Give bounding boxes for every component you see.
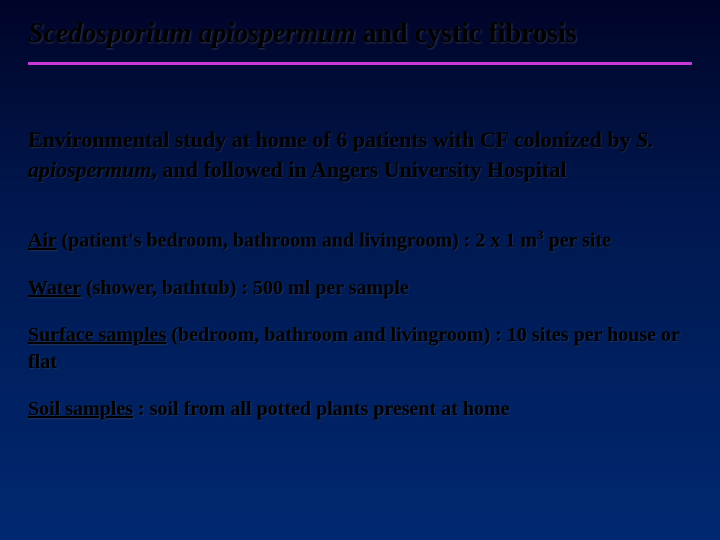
soil-text: : soil from all potted plants present at… xyxy=(133,398,509,420)
title-italic: Scedosporium apiospermum xyxy=(28,18,355,49)
air-text-after: per site xyxy=(544,230,611,252)
water-label: Water xyxy=(28,277,81,299)
item-water: Water (shower, bathtub) : 500 ml per sam… xyxy=(28,275,692,302)
slide-title: Scedosporium apiospermum and cystic fibr… xyxy=(28,18,692,50)
item-air: Air (patient's bedroom, bathroom and liv… xyxy=(28,226,692,255)
air-label: Air xyxy=(28,230,57,252)
water-text: (shower, bathtub) : 500 ml per sample xyxy=(81,277,409,299)
title-rest: and cystic fibrosis xyxy=(355,18,576,49)
air-text-before: (patient's bedroom, bathroom and livingr… xyxy=(57,230,538,252)
item-soil: Soil samples : soil from all potted plan… xyxy=(28,396,692,423)
intro-paragraph: Environmental study at home of 6 patient… xyxy=(28,125,692,184)
intro-before: Environmental study at home of 6 patient… xyxy=(28,127,636,152)
soil-label: Soil samples xyxy=(28,398,133,420)
title-divider xyxy=(28,62,692,65)
surface-label: Surface samples xyxy=(28,324,166,346)
item-surface: Surface samples (bedroom, bathroom and l… xyxy=(28,322,692,376)
slide-container: Scedosporium apiospermum and cystic fibr… xyxy=(0,0,720,540)
intro-after: , and followed in Angers University Hosp… xyxy=(151,157,566,182)
